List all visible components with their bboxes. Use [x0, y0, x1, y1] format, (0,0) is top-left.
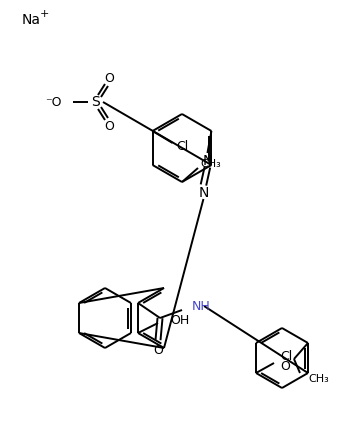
Text: CH₃: CH₃ — [308, 374, 329, 384]
Text: N: N — [198, 186, 209, 200]
Text: Cl: Cl — [280, 350, 292, 363]
Text: OH: OH — [170, 314, 189, 327]
Text: O: O — [104, 72, 114, 85]
Text: Na: Na — [22, 13, 41, 27]
Text: Cl: Cl — [176, 140, 189, 153]
Text: O: O — [104, 120, 114, 133]
Text: N: N — [202, 154, 213, 168]
Text: O: O — [153, 343, 163, 356]
Text: ⁻O: ⁻O — [45, 95, 62, 108]
Text: NH: NH — [192, 299, 211, 312]
Text: S: S — [91, 95, 99, 109]
Text: +: + — [40, 9, 49, 19]
Text: CH₃: CH₃ — [200, 159, 221, 169]
Text: O: O — [280, 360, 290, 374]
